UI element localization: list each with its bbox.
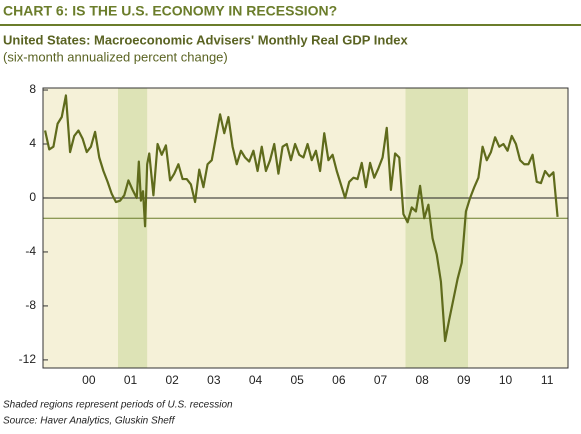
x-tick-label: 07	[374, 373, 388, 387]
x-tick-label: 06	[332, 373, 346, 387]
x-tick-label: 10	[499, 373, 513, 387]
x-tick-label: 09	[457, 373, 471, 387]
x-tick-label: 00	[82, 373, 96, 387]
plot-border	[42, 87, 569, 369]
y-tick-label: -12	[19, 352, 37, 366]
x-tick-label: 11	[541, 373, 554, 387]
source: Source: Haver Analytics, Gluskin Sheff	[3, 416, 176, 427]
y-tick-label: -4	[25, 244, 36, 258]
y-tick-label: -8	[25, 298, 36, 312]
x-tick-label: 08	[415, 373, 429, 387]
y-tick-label: 0	[29, 190, 36, 204]
chart-title: CHART 6: IS THE U.S. ECONOMY IN RECESSIO…	[3, 3, 337, 19]
data-line	[44, 94, 559, 343]
recession-band	[405, 88, 468, 368]
x-tick-label: 01	[124, 373, 138, 387]
chart-subtitle2: (six-month annualized percent change)	[3, 49, 228, 64]
recession-band	[118, 88, 148, 368]
x-tick-label: 05	[290, 373, 304, 387]
x-tick-label: 03	[207, 373, 221, 387]
x-tick-label: 02	[165, 373, 179, 387]
x-tick-label: 04	[249, 373, 263, 387]
footnote: Shaded regions represent periods of U.S.…	[3, 400, 233, 411]
y-tick-label: 8	[29, 82, 36, 96]
chart-subtitle: United States: Macroeconomic Advisers' M…	[3, 32, 409, 47]
y-tick-label: 4	[29, 136, 36, 150]
